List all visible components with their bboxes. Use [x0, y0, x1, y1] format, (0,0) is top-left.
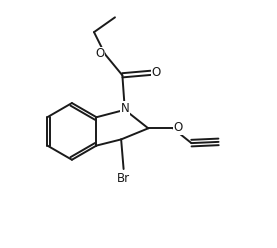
Text: O: O — [152, 65, 161, 79]
Text: Br: Br — [117, 172, 130, 185]
Text: O: O — [95, 47, 104, 60]
Text: O: O — [174, 121, 183, 134]
Text: N: N — [120, 102, 129, 115]
